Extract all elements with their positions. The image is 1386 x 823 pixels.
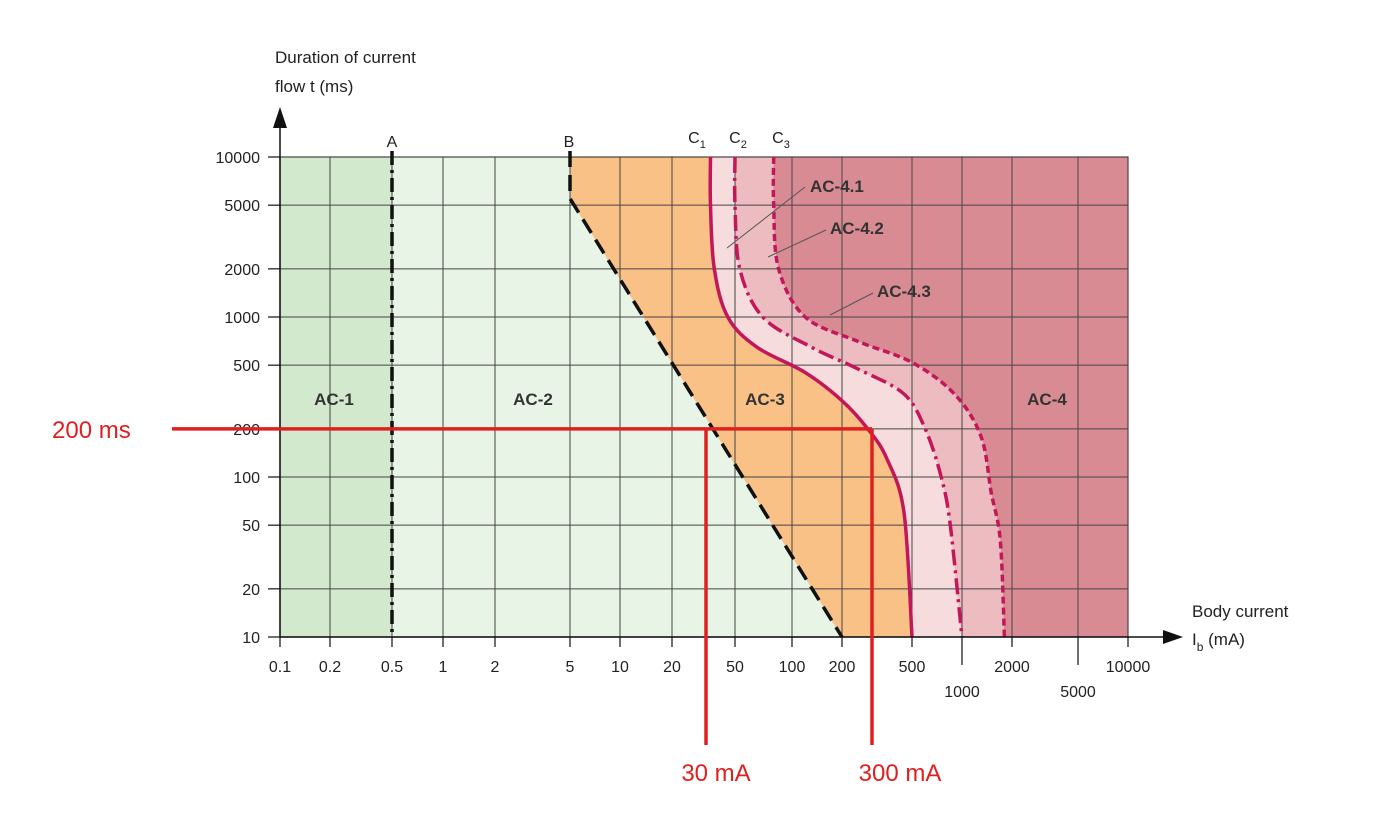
x-axis-label: Body current — [1192, 602, 1289, 621]
zone-label-ac-3: AC-3 — [745, 390, 785, 409]
curve-b — [568, 151, 844, 638]
x-tick-label: 5 — [566, 659, 575, 676]
y-tick-label: 20 — [242, 582, 260, 599]
x-tick-label: 100 — [779, 659, 806, 676]
chart-labels: 0.1 0.2 0.5 1 2 5 10 20 50 100 200 500 2000 10000 1000… — [216, 48, 1289, 701]
x-tick-label: 2000 — [994, 659, 1030, 676]
x-tick-label: 2 — [491, 659, 500, 676]
subzone-leader-line — [726, 186, 806, 249]
zone-fill-ac1 — [280, 157, 392, 637]
y-tick-label: 2000 — [224, 262, 260, 279]
y-tick-label: 10000 — [216, 150, 261, 167]
y-axis-arrow — [273, 107, 287, 128]
zone-label-ac-2: AC-2 — [513, 390, 553, 409]
subzone-label-ac-4-2: AC-4.2 — [830, 219, 884, 238]
zone-label-ac-4: AC-4 — [1027, 390, 1067, 409]
x-tick-label: 0.5 — [381, 659, 403, 676]
curve-c1 — [708, 156, 914, 638]
zone-label-ac-1: AC-1 — [314, 390, 354, 409]
x-axis-arrow — [1163, 630, 1183, 644]
curve-c2 — [732, 156, 964, 638]
x-tick-label: 0.2 — [319, 659, 341, 676]
curve-label-c2: C2 — [729, 130, 747, 151]
zone-fill-ac3 — [570, 157, 912, 637]
x-tick-label: 500 — [899, 659, 926, 676]
subzone-label-ac-4-1: AC-4.1 — [810, 177, 864, 196]
curve-label-b: B — [564, 134, 575, 151]
x-tick-label: 200 — [829, 659, 856, 676]
subzone-leader-line — [829, 292, 874, 316]
y-tick-label: 500 — [233, 358, 260, 375]
zone-fill-ac2 — [392, 157, 842, 637]
zone-fills — [280, 157, 1128, 637]
x-tick-label: 0.1 — [269, 659, 291, 676]
x-tick-label: 10000 — [1106, 659, 1151, 676]
annotation-lines: 200 ms 30 mA 300 mA — [52, 417, 941, 787]
axes — [268, 107, 1183, 665]
curve-c3 — [771, 156, 1007, 638]
x-tick-label: 1000 — [944, 684, 980, 701]
x-axis-label: Ib (mA) — [1192, 630, 1245, 654]
x-tick-label: 5000 — [1060, 684, 1096, 701]
subzone-leader-line — [767, 229, 827, 258]
annotation-label-300ma: 300 mA — [859, 760, 942, 787]
y-tick-label: 50 — [242, 518, 260, 535]
x-tick-label: 20 — [663, 659, 681, 676]
curve-label-c3: C3 — [772, 130, 790, 151]
x-tick-label: 50 — [726, 659, 744, 676]
annotation-label-200ms: 200 ms — [52, 417, 131, 444]
y-tick-label: 10 — [242, 630, 260, 647]
y-tick-label: 1000 — [224, 310, 260, 327]
curve-label-c1: C1 — [688, 130, 706, 151]
annotation-label-30ma: 30 mA — [681, 760, 750, 787]
x-tick-label: 10 — [611, 659, 629, 676]
curve-label-a: A — [387, 134, 398, 151]
x-tick-label: 1 — [439, 659, 448, 676]
y-tick-label: 5000 — [224, 198, 260, 215]
y-tick-label: 100 — [233, 470, 260, 487]
y-axis-label: Duration of current — [275, 48, 416, 67]
curve-lines — [390, 151, 1007, 638]
y-axis-label: flow t (ms) — [275, 77, 353, 96]
subzone-label-ac-4-3: AC-4.3 — [877, 282, 931, 301]
